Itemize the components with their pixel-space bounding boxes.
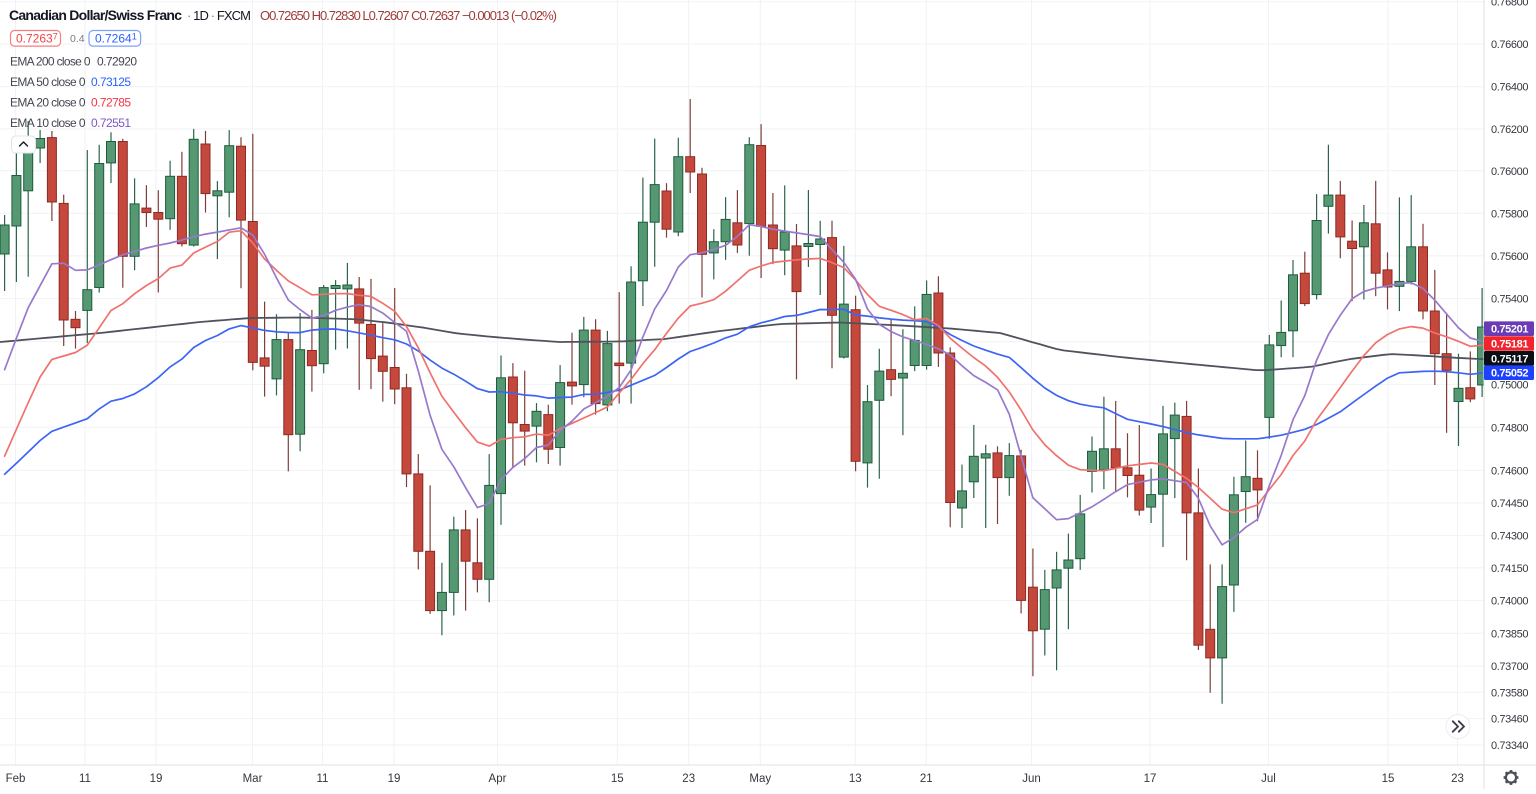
- svg-text:O0.72650 H0.72830 L0.72607 C0.: O0.72650 H0.72830 L0.72607 C0.72637 −0.0…: [260, 8, 557, 23]
- svg-text:· 1D · FXCM: · 1D · FXCM: [187, 8, 251, 23]
- svg-text:0.75201: 0.75201: [1491, 324, 1529, 336]
- svg-text:Feb: Feb: [6, 773, 26, 785]
- svg-text:13: 13: [849, 773, 862, 785]
- svg-text:May: May: [749, 773, 771, 785]
- svg-text:0.73125: 0.73125: [91, 75, 131, 89]
- svg-text:17: 17: [1144, 773, 1157, 785]
- svg-text:0.75052: 0.75052: [1491, 368, 1529, 380]
- svg-text:0.73460: 0.73460: [1491, 714, 1529, 726]
- svg-text:0.75181: 0.75181: [1491, 339, 1529, 351]
- svg-text:0.73700: 0.73700: [1491, 661, 1529, 673]
- svg-text:Jul: Jul: [1261, 773, 1276, 785]
- svg-text:0.74600: 0.74600: [1491, 465, 1529, 477]
- svg-text:0.74800: 0.74800: [1491, 422, 1529, 434]
- svg-text:0.74450: 0.74450: [1491, 498, 1529, 510]
- svg-text:11: 11: [317, 773, 329, 785]
- svg-text:0.74300: 0.74300: [1491, 530, 1529, 542]
- svg-text:Apr: Apr: [489, 773, 507, 785]
- svg-text:0.73340: 0.73340: [1491, 740, 1529, 752]
- svg-text:21: 21: [920, 773, 933, 785]
- svg-text:0.74000: 0.74000: [1491, 596, 1529, 608]
- svg-text:23: 23: [682, 773, 695, 785]
- svg-text:0.75117: 0.75117: [1491, 353, 1529, 365]
- svg-text:0.72920: 0.72920: [97, 55, 137, 69]
- svg-text:0.76000: 0.76000: [1491, 166, 1529, 178]
- svg-text:0.76200: 0.76200: [1491, 124, 1529, 136]
- svg-text:EMA 50 close 0: EMA 50 close 0: [10, 75, 86, 89]
- svg-text:0.74150: 0.74150: [1491, 563, 1529, 575]
- svg-text:23: 23: [1451, 773, 1464, 785]
- svg-text:EMA 200 close 0: EMA 200 close 0: [10, 55, 91, 69]
- svg-text:0.76400: 0.76400: [1491, 82, 1529, 94]
- svg-text:EMA 10 close 0: EMA 10 close 0: [10, 116, 86, 130]
- svg-text:0.72551: 0.72551: [91, 116, 131, 130]
- svg-text:Canadian Dollar/Swiss Franc: Canadian Dollar/Swiss Franc: [9, 7, 182, 23]
- svg-text:0.72637: 0.72637: [16, 32, 58, 46]
- svg-text:11: 11: [79, 773, 91, 785]
- svg-text:Jun: Jun: [1022, 773, 1041, 785]
- svg-text:15: 15: [1382, 773, 1395, 785]
- svg-text:19: 19: [388, 773, 401, 785]
- svg-text:0.73850: 0.73850: [1491, 628, 1529, 640]
- svg-text:0.72641: 0.72641: [95, 32, 137, 46]
- svg-text:0.72785: 0.72785: [91, 96, 131, 110]
- svg-text:0.4: 0.4: [70, 33, 85, 45]
- svg-text:Mar: Mar: [243, 773, 263, 785]
- svg-text:15: 15: [611, 773, 624, 785]
- svg-text:0.75000: 0.75000: [1491, 379, 1529, 391]
- svg-text:0.75600: 0.75600: [1491, 251, 1529, 263]
- svg-text:0.76600: 0.76600: [1491, 39, 1529, 51]
- svg-text:0.75400: 0.75400: [1491, 294, 1529, 306]
- svg-text:EMA 20 close 0: EMA 20 close 0: [10, 96, 86, 110]
- svg-text:0.75800: 0.75800: [1491, 208, 1529, 220]
- svg-text:19: 19: [150, 773, 163, 785]
- svg-text:0.73580: 0.73580: [1491, 687, 1529, 699]
- svg-text:0.76800: 0.76800: [1491, 0, 1529, 9]
